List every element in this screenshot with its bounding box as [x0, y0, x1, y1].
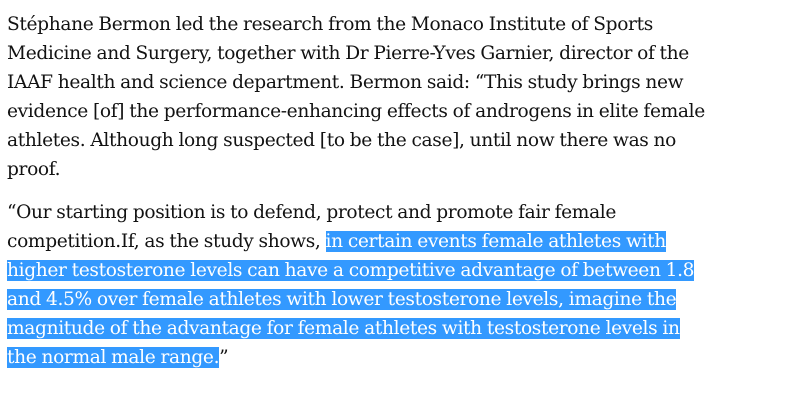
text-line-selected: higher testosterone levels can have a co…: [7, 256, 787, 285]
text-line: athletes. Although long suspected [to be…: [7, 130, 677, 151]
selected-text[interactable]: the normal male range.: [7, 347, 220, 368]
selected-text[interactable]: magnitude of the advantage for female at…: [7, 318, 680, 339]
paragraph-research: Stéphane Bermon led the research from th…: [7, 10, 787, 184]
closing-quote: ”: [219, 347, 229, 368]
selected-text[interactable]: and 4.5% over female athletes with lower…: [7, 289, 677, 310]
selected-text[interactable]: higher testosterone levels can have a co…: [7, 260, 695, 281]
text-line: IAAF health and science department. Berm…: [7, 72, 684, 93]
text-line-selected: the normal male range.”: [7, 343, 787, 372]
text-line: “Our starting position is to defend, pro…: [7, 202, 617, 223]
text-line-selected: and 4.5% over female athletes with lower…: [7, 285, 787, 314]
paragraph-quote: “Our starting position is to defend, pro…: [7, 198, 787, 372]
text-line: evidence [of] the performance-enhancing …: [7, 101, 705, 122]
text-line-partially-selected: competition.If, as the study shows, in c…: [7, 227, 787, 256]
text-line: Stéphane Bermon led the research from th…: [7, 14, 653, 35]
article-body: Stéphane Bermon led the research from th…: [7, 10, 787, 372]
text-line-selected: magnitude of the advantage for female at…: [7, 314, 787, 343]
text-line: Medicine and Surgery, together with Dr P…: [7, 43, 689, 64]
selected-text[interactable]: in certain events female athletes with: [325, 231, 666, 252]
text-line: proof.: [7, 159, 61, 180]
plain-text: competition.If, as the study shows,: [7, 231, 326, 252]
